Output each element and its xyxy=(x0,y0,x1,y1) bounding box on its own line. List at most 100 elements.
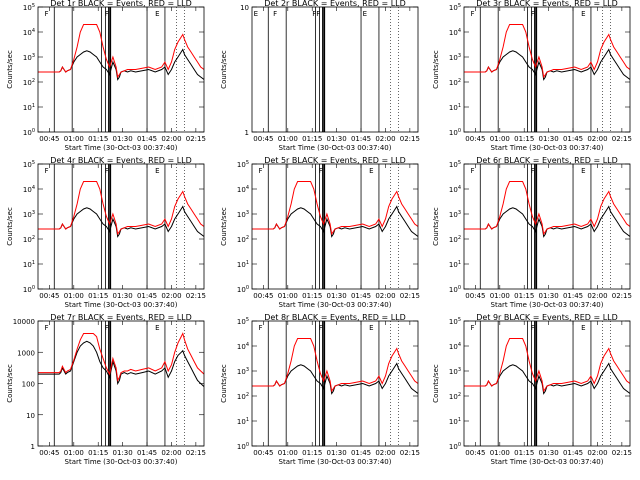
series-events-line xyxy=(38,340,204,387)
marker-label: F xyxy=(105,324,109,332)
y-tick-label: 100 xyxy=(23,285,35,294)
plot-frame xyxy=(251,6,419,133)
marker-label: E xyxy=(581,10,585,18)
marker-label: E xyxy=(581,167,585,175)
x-tick-label: 01:00 xyxy=(278,449,298,457)
x-axis-label: Start Time (30-Oct-03 00:37:40) xyxy=(279,458,392,466)
x-tick-label: 01:45 xyxy=(137,449,157,457)
plot-frame xyxy=(251,163,419,290)
y-tick-label: 103 xyxy=(449,53,461,62)
y-tick-label: 103 xyxy=(449,367,461,376)
x-axis-label: Start Time (30-Oct-03 00:37:40) xyxy=(491,458,604,466)
y-tick-label: 10 xyxy=(240,4,249,12)
x-axis-label: Start Time (30-Oct-03 00:37:40) xyxy=(279,144,392,152)
y-tick-label: 10000 xyxy=(13,318,35,326)
y-tick-label: 104 xyxy=(23,28,35,37)
x-tick-label: 01:30 xyxy=(113,135,133,143)
marker-label: E xyxy=(155,324,159,332)
x-tick-label: 01:45 xyxy=(351,135,371,143)
y-tick-label: 100 xyxy=(449,285,461,294)
marker-label: E xyxy=(369,324,373,332)
marker-label: FF xyxy=(312,10,320,18)
y-tick-label: 102 xyxy=(449,235,461,244)
x-tick-label: 02:15 xyxy=(400,135,420,143)
x-tick-label: 01:15 xyxy=(514,135,534,143)
y-tick-label: 104 xyxy=(449,28,461,37)
y-tick-label: 1 xyxy=(31,443,35,451)
x-tick-label: 01:30 xyxy=(539,449,559,457)
marker-label: E xyxy=(363,10,367,18)
y-tick-label: 103 xyxy=(23,53,35,62)
marker-label: F xyxy=(105,167,109,175)
x-tick-label: 01:15 xyxy=(514,449,534,457)
x-tick-label: 01:00 xyxy=(278,135,298,143)
y-tick-label: 105 xyxy=(23,3,35,12)
x-tick-label: 02:00 xyxy=(161,135,181,143)
x-tick-label: 01:15 xyxy=(302,449,322,457)
plot-frame xyxy=(251,320,419,447)
y-tick-label: 105 xyxy=(449,160,461,169)
y-axis-label: Counts/sec xyxy=(432,207,440,246)
y-tick-label: 105 xyxy=(237,317,249,326)
chart-panel-9: F F E 00:45 01:00 01:15 01:30 01:45 02:00 02:15 10… xyxy=(432,313,632,466)
x-tick-label: 02:00 xyxy=(161,292,181,300)
series-events-line xyxy=(464,362,630,395)
y-tick-label: 101 xyxy=(23,103,35,112)
series-lld-line xyxy=(464,24,630,79)
marker-label: F xyxy=(531,10,535,18)
y-tick-label: 100 xyxy=(449,442,461,451)
y-tick-label: 101 xyxy=(237,260,249,269)
y-axis-label: Counts/sec xyxy=(220,364,228,403)
x-tick-label: 00:45 xyxy=(39,135,59,143)
x-tick-label: 02:15 xyxy=(612,135,632,143)
chart-panel-3: F F E 00:45 01:00 01:15 01:30 01:45 02:00 02:15 10… xyxy=(432,0,632,152)
marker-label: F xyxy=(45,167,49,175)
y-tick-label: 100 xyxy=(237,442,249,451)
x-tick-label: 01:45 xyxy=(563,135,583,143)
x-tick-label: 01:15 xyxy=(514,292,534,300)
x-tick-label: 02:00 xyxy=(375,449,395,457)
series-events-line xyxy=(252,362,418,395)
x-tick-label: 01:30 xyxy=(113,292,133,300)
y-axis-label: Counts/sec xyxy=(6,364,14,403)
y-tick-label: 104 xyxy=(237,185,249,194)
x-tick-label: 00:45 xyxy=(465,135,485,143)
panel-title: Det 7r BLACK = Events, RED = LLD xyxy=(50,313,192,322)
series-events-line xyxy=(38,48,204,81)
marker-label: E xyxy=(369,167,373,175)
x-axis-label: Start Time (30-Oct-03 00:37:40) xyxy=(279,301,392,309)
y-tick-label: 102 xyxy=(449,392,461,401)
x-axis-label: Start Time (30-Oct-03 00:37:40) xyxy=(65,301,178,309)
x-tick-label: 00:45 xyxy=(253,292,273,300)
x-tick-label: 01:00 xyxy=(490,292,510,300)
x-tick-label: 02:15 xyxy=(186,449,206,457)
marker-label: E xyxy=(254,10,258,18)
y-tick-label: 101 xyxy=(449,260,461,269)
x-tick-label: 00:45 xyxy=(253,449,273,457)
panel-title: Det 1r BLACK = Events, RED = LLD xyxy=(50,0,192,8)
x-axis-label: Start Time (30-Oct-03 00:37:40) xyxy=(491,301,604,309)
x-tick-label: 01:45 xyxy=(351,292,371,300)
x-tick-label: 01:30 xyxy=(327,449,347,457)
y-tick-label: 102 xyxy=(23,235,35,244)
x-tick-label: 01:00 xyxy=(490,449,510,457)
x-tick-label: 02:15 xyxy=(400,449,420,457)
x-tick-label: 00:45 xyxy=(465,449,485,457)
x-tick-label: 01:15 xyxy=(88,135,108,143)
x-tick-label: 02:00 xyxy=(587,292,607,300)
x-tick-label: 01:30 xyxy=(539,292,559,300)
chart-panel-6: F F E 00:45 01:00 01:15 01:30 01:45 02:00 02:15 10… xyxy=(432,156,632,309)
y-tick-label: 102 xyxy=(237,392,249,401)
x-tick-label: 01:00 xyxy=(278,292,298,300)
x-tick-label: 01:45 xyxy=(137,292,157,300)
y-tick-label: 101 xyxy=(23,260,35,269)
series-events-line xyxy=(252,205,418,238)
y-tick-label: 104 xyxy=(23,185,35,194)
series-lld-line xyxy=(38,332,204,382)
y-tick-label: 103 xyxy=(23,210,35,219)
plot-frame xyxy=(463,163,631,290)
x-tick-label: 00:45 xyxy=(253,135,273,143)
x-tick-label: 01:00 xyxy=(490,135,510,143)
y-tick-label: 105 xyxy=(449,317,461,326)
